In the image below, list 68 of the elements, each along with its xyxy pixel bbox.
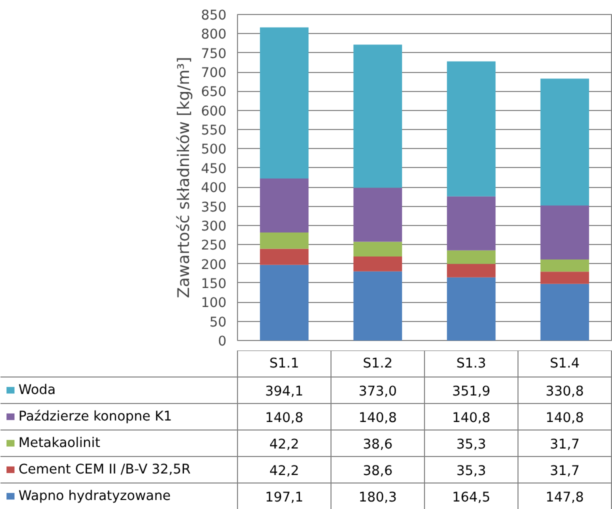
x-tick-label: S1.1 [269, 356, 300, 372]
legend-label: Cement CEM II /B-V 32,5R [18, 462, 191, 478]
data-label: 42,2 [269, 437, 300, 452]
data-label: 140,8 [452, 410, 490, 426]
bar [260, 264, 309, 340]
y-tick-label: 700 [201, 66, 227, 82]
y-tick-label: 350 [201, 200, 227, 216]
y-axis-title: Zawartość składników [kg/m³] [174, 56, 194, 298]
bar [353, 256, 402, 272]
bar [260, 178, 309, 233]
y-tick-label: 800 [201, 28, 227, 43]
data-label: 140,8 [546, 410, 584, 426]
y-tick-label: 250 [201, 238, 227, 254]
bar [446, 264, 496, 278]
bar [446, 196, 496, 250]
data-label: 330,8 [546, 384, 584, 400]
y-tick-label: 0 [218, 334, 227, 350]
y-tick-label: 150 [201, 276, 227, 292]
data-label: 38,6 [362, 464, 393, 479]
bar [353, 44, 402, 188]
y-tick-label: 200 [201, 258, 227, 273]
bar [353, 188, 402, 242]
legend-label: Paździerze konopne K1 [18, 409, 172, 424]
y-tick-label: 450 [201, 162, 227, 177]
y-tick-label: 50 [210, 315, 227, 330]
y-tick-label: 550 [201, 124, 227, 139]
bar [353, 242, 402, 257]
data-label: 351,9 [452, 384, 490, 400]
y-tick-label: 100 [201, 296, 227, 312]
data-label: 35,3 [456, 464, 486, 479]
legend-label: Wapno hydratyzowane [18, 488, 171, 504]
data-label: 42,2 [269, 464, 300, 479]
bar [540, 206, 590, 260]
data-label: 394,1 [265, 384, 304, 400]
data-label: 35,3 [456, 437, 486, 452]
bar [353, 271, 402, 340]
y-tick-label: 400 [201, 181, 227, 196]
bar [260, 27, 309, 179]
legend-label: Metakaolinit [18, 436, 100, 451]
bar [540, 78, 590, 206]
bar [260, 248, 309, 265]
bar [446, 277, 496, 340]
legend-label: Woda [18, 382, 56, 398]
y-tick-label: 750 [201, 46, 227, 62]
bar [540, 260, 590, 272]
data-label: 373,0 [358, 384, 397, 400]
y-tick-label: 850 [201, 8, 227, 24]
y-tick-label: 300 [201, 219, 227, 234]
y-tick-label: 650 [201, 85, 227, 100]
x-tick-label: S1.4 [550, 356, 580, 372]
data-label: 140,8 [358, 410, 397, 426]
data-label: 38,6 [362, 437, 393, 452]
x-tick-label: S1.3 [456, 356, 486, 372]
data-label: 147,8 [546, 490, 584, 506]
data-label: 31,7 [550, 464, 580, 479]
y-tick-label: 500 [201, 142, 227, 158]
data-label: 164,5 [452, 490, 490, 506]
bar [540, 284, 590, 340]
data-label: 31,7 [550, 437, 580, 452]
bar [446, 250, 496, 264]
data-label: 180,3 [358, 490, 397, 506]
y-tick-label: 600 [201, 104, 227, 120]
data-label: 140,8 [265, 410, 304, 426]
data-label: 197,1 [265, 490, 304, 506]
bar [446, 61, 496, 196]
bar [540, 272, 590, 284]
x-tick-label: S1.2 [362, 356, 393, 372]
bar [260, 232, 309, 249]
